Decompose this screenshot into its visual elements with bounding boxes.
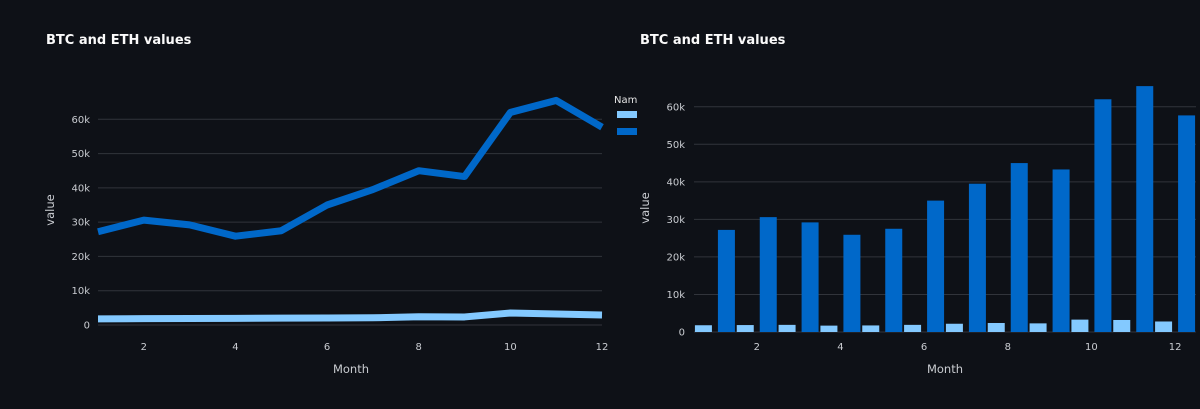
line-chart-y-tick-label: 0 [84,321,90,332]
bar-btc-month-2 [759,217,777,332]
bar-chart-x-axis-title: Month [927,362,963,376]
bar-eth-month-1 [694,325,712,332]
line-chart-x-tick-label: 2 [141,342,147,353]
bar-btc-month-4 [843,234,861,332]
bar-eth-month-11 [1113,319,1131,332]
line-chart-x-tick-label: 4 [232,342,238,353]
line-series-btc [97,96,604,240]
bar-btc-month-9 [1052,169,1070,332]
legend-title: Name [614,95,644,106]
bar-eth-month-8 [987,322,1005,332]
line-series-eth [97,309,603,323]
bar-eth-month-12 [1155,321,1173,332]
bar-btc-month-1 [717,229,735,332]
line-chart-title: BTC and ETH values [46,33,192,48]
line-chart-y-axis-title: value [43,194,57,225]
bar-eth-month-10 [1071,319,1089,332]
bar-btc-month-6 [927,200,945,332]
line-chart-y-tick-label: 10k [71,286,90,297]
bar-chart: 0 10k 20k 30k 40k 50k 60k 2 4 6 8 10 12 Month value [638,86,1196,376]
bar-chart-y-axis-title: value [638,192,652,223]
legend-swatch-eth [617,111,637,118]
line-chart-x-tick-label: 10 [504,342,517,353]
bar-eth-month-7 [945,323,963,332]
bar-eth-month-3 [778,324,796,332]
bar-chart-x-tick-label: 2 [754,342,760,353]
bar-chart-y-tick-label: 40k [666,177,685,188]
legend-swatch-btc [617,128,637,135]
bar-chart-x-tick-label: 6 [921,342,927,353]
line-chart-x-axis-title: Month [333,362,369,376]
bar-chart-y-tick-label: 60k [666,102,685,113]
bar-chart-x-tick-label: 4 [837,342,843,353]
bar-btc-month-12 [1178,115,1196,332]
bar-chart-y-tick-label: 30k [666,215,685,226]
bar-btc-month-3 [801,222,819,332]
line-chart-y-tick-label: 40k [71,183,90,194]
line-chart-y-tick-label: 30k [71,218,90,229]
bar-btc-month-7 [968,183,986,332]
line-chart-legend: Name [614,95,644,135]
line-chart-y-tick-label: 50k [71,149,90,160]
line-chart-y-tick-label: 60k [71,115,90,126]
line-chart-x-tick-label: 12 [596,342,609,353]
bar-eth-month-5 [862,325,880,332]
bar-eth-month-6 [904,324,922,332]
bar-btc-month-11 [1136,86,1154,332]
line-chart-x-tick-label: 8 [416,342,422,353]
bar-chart-x-tick-label: 10 [1085,342,1098,353]
bar-eth-month-4 [820,325,838,332]
bar-chart-y-tick-label: 0 [679,328,685,339]
bar-btc-month-10 [1094,99,1112,332]
line-chart-y-tick-label: 20k [71,252,90,263]
bar-chart-x-tick-label: 12 [1169,342,1182,353]
bar-chart-title: BTC and ETH values [640,33,786,48]
line-chart-x-tick-label: 6 [324,342,330,353]
bar-chart-x-tick-label: 8 [1005,342,1011,353]
line-chart: 0 10k 20k 30k 40k 50k 60k 2 4 6 8 10 12 Month value Nam… [43,95,644,376]
bar-chart-y-tick-label: 20k [666,252,685,263]
bar-btc-month-8 [1010,163,1028,332]
bar-btc-month-5 [885,228,903,332]
bar-eth-month-2 [736,325,754,332]
bar-chart-y-tick-label: 50k [666,140,685,151]
bar-chart-y-tick-label: 10k [666,290,685,301]
bar-eth-month-9 [1029,323,1047,332]
